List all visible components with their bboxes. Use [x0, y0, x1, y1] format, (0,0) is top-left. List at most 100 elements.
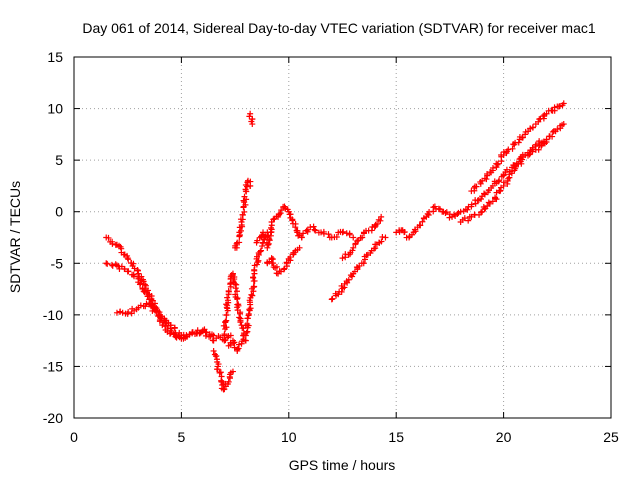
data-point — [240, 197, 247, 204]
data-point — [142, 303, 149, 310]
y-tick-label: 10 — [47, 101, 63, 117]
data-point — [509, 145, 516, 152]
data-point — [238, 322, 245, 329]
data-point — [505, 175, 512, 182]
data-point — [560, 121, 567, 128]
y-tick-label: 0 — [55, 204, 63, 220]
data-point — [216, 369, 223, 376]
y-tick-label: -5 — [51, 255, 64, 271]
y-axis-label: SDTVAR / TECUs — [7, 181, 23, 293]
data-point — [300, 230, 307, 237]
data-point — [378, 213, 385, 220]
data-point — [401, 229, 408, 236]
data-point — [222, 318, 229, 325]
data-point — [484, 170, 491, 177]
data-point — [120, 251, 127, 258]
data-point — [333, 233, 340, 240]
data-point — [125, 309, 132, 316]
data-point — [554, 126, 561, 133]
data-point — [224, 297, 231, 304]
data-point — [143, 300, 150, 307]
data-point — [159, 322, 166, 329]
data-point — [113, 309, 120, 316]
data-point — [325, 231, 332, 238]
data-point — [350, 234, 357, 241]
data-points — [103, 100, 567, 393]
data-point — [485, 199, 492, 206]
y-tick-label: -20 — [43, 410, 63, 426]
plot-frame — [73, 56, 612, 419]
data-point — [212, 353, 219, 360]
data-point — [270, 216, 277, 223]
data-point — [167, 322, 174, 329]
data-point — [477, 180, 484, 187]
data-point — [241, 208, 248, 215]
data-point — [244, 315, 251, 322]
data-point — [278, 207, 285, 214]
data-point — [221, 331, 228, 338]
data-point — [464, 206, 471, 213]
data-point — [210, 337, 217, 344]
data-point — [461, 215, 468, 222]
y-tick-label: -15 — [43, 358, 63, 374]
data-point — [454, 211, 461, 218]
data-point — [158, 313, 165, 320]
data-point — [232, 285, 239, 292]
data-point — [417, 222, 424, 229]
data-point — [519, 156, 526, 163]
data-point — [234, 295, 241, 302]
data-point — [258, 247, 265, 254]
data-point — [272, 264, 279, 271]
data-point — [311, 226, 318, 233]
data-point — [217, 369, 224, 376]
data-point — [492, 194, 499, 201]
x-tick-label: 15 — [388, 429, 404, 445]
data-point — [250, 278, 257, 285]
data-point — [349, 247, 356, 254]
data-point — [247, 182, 254, 189]
data-point — [267, 224, 274, 231]
data-point — [264, 244, 271, 251]
data-point — [104, 260, 111, 267]
data-point — [443, 209, 450, 216]
data-point — [543, 136, 550, 143]
data-point — [237, 227, 244, 234]
data-point — [349, 273, 356, 280]
data-point — [468, 213, 475, 220]
data-point — [214, 366, 221, 373]
data-point — [171, 324, 178, 331]
data-point — [224, 294, 231, 301]
data-point — [450, 211, 457, 218]
data-point — [560, 100, 567, 107]
data-point — [225, 287, 232, 294]
data-point — [244, 179, 251, 186]
data-point — [153, 307, 160, 314]
x-tick-label: 5 — [178, 429, 186, 445]
data-point — [233, 288, 240, 295]
x-tick-label: 25 — [603, 429, 619, 445]
y-tick-label: 15 — [47, 49, 63, 65]
data-point — [137, 280, 144, 287]
data-point — [538, 141, 545, 148]
data-point — [125, 256, 132, 263]
data-point — [515, 139, 522, 146]
data-point — [477, 209, 484, 216]
data-point — [339, 255, 346, 262]
data-point — [310, 223, 317, 230]
data-point — [259, 243, 266, 250]
data-point — [239, 325, 246, 332]
data-point — [144, 293, 151, 300]
data-point — [374, 220, 381, 227]
data-point — [295, 232, 302, 239]
data-point — [495, 160, 502, 167]
data-point — [378, 238, 385, 245]
data-point — [512, 163, 519, 170]
data-point — [229, 368, 236, 375]
data-point — [530, 124, 537, 131]
data-point — [473, 183, 480, 190]
data-point — [140, 288, 147, 295]
data-point — [442, 209, 449, 216]
data-point — [489, 165, 496, 172]
data-point — [292, 224, 299, 231]
data-point — [266, 236, 273, 243]
